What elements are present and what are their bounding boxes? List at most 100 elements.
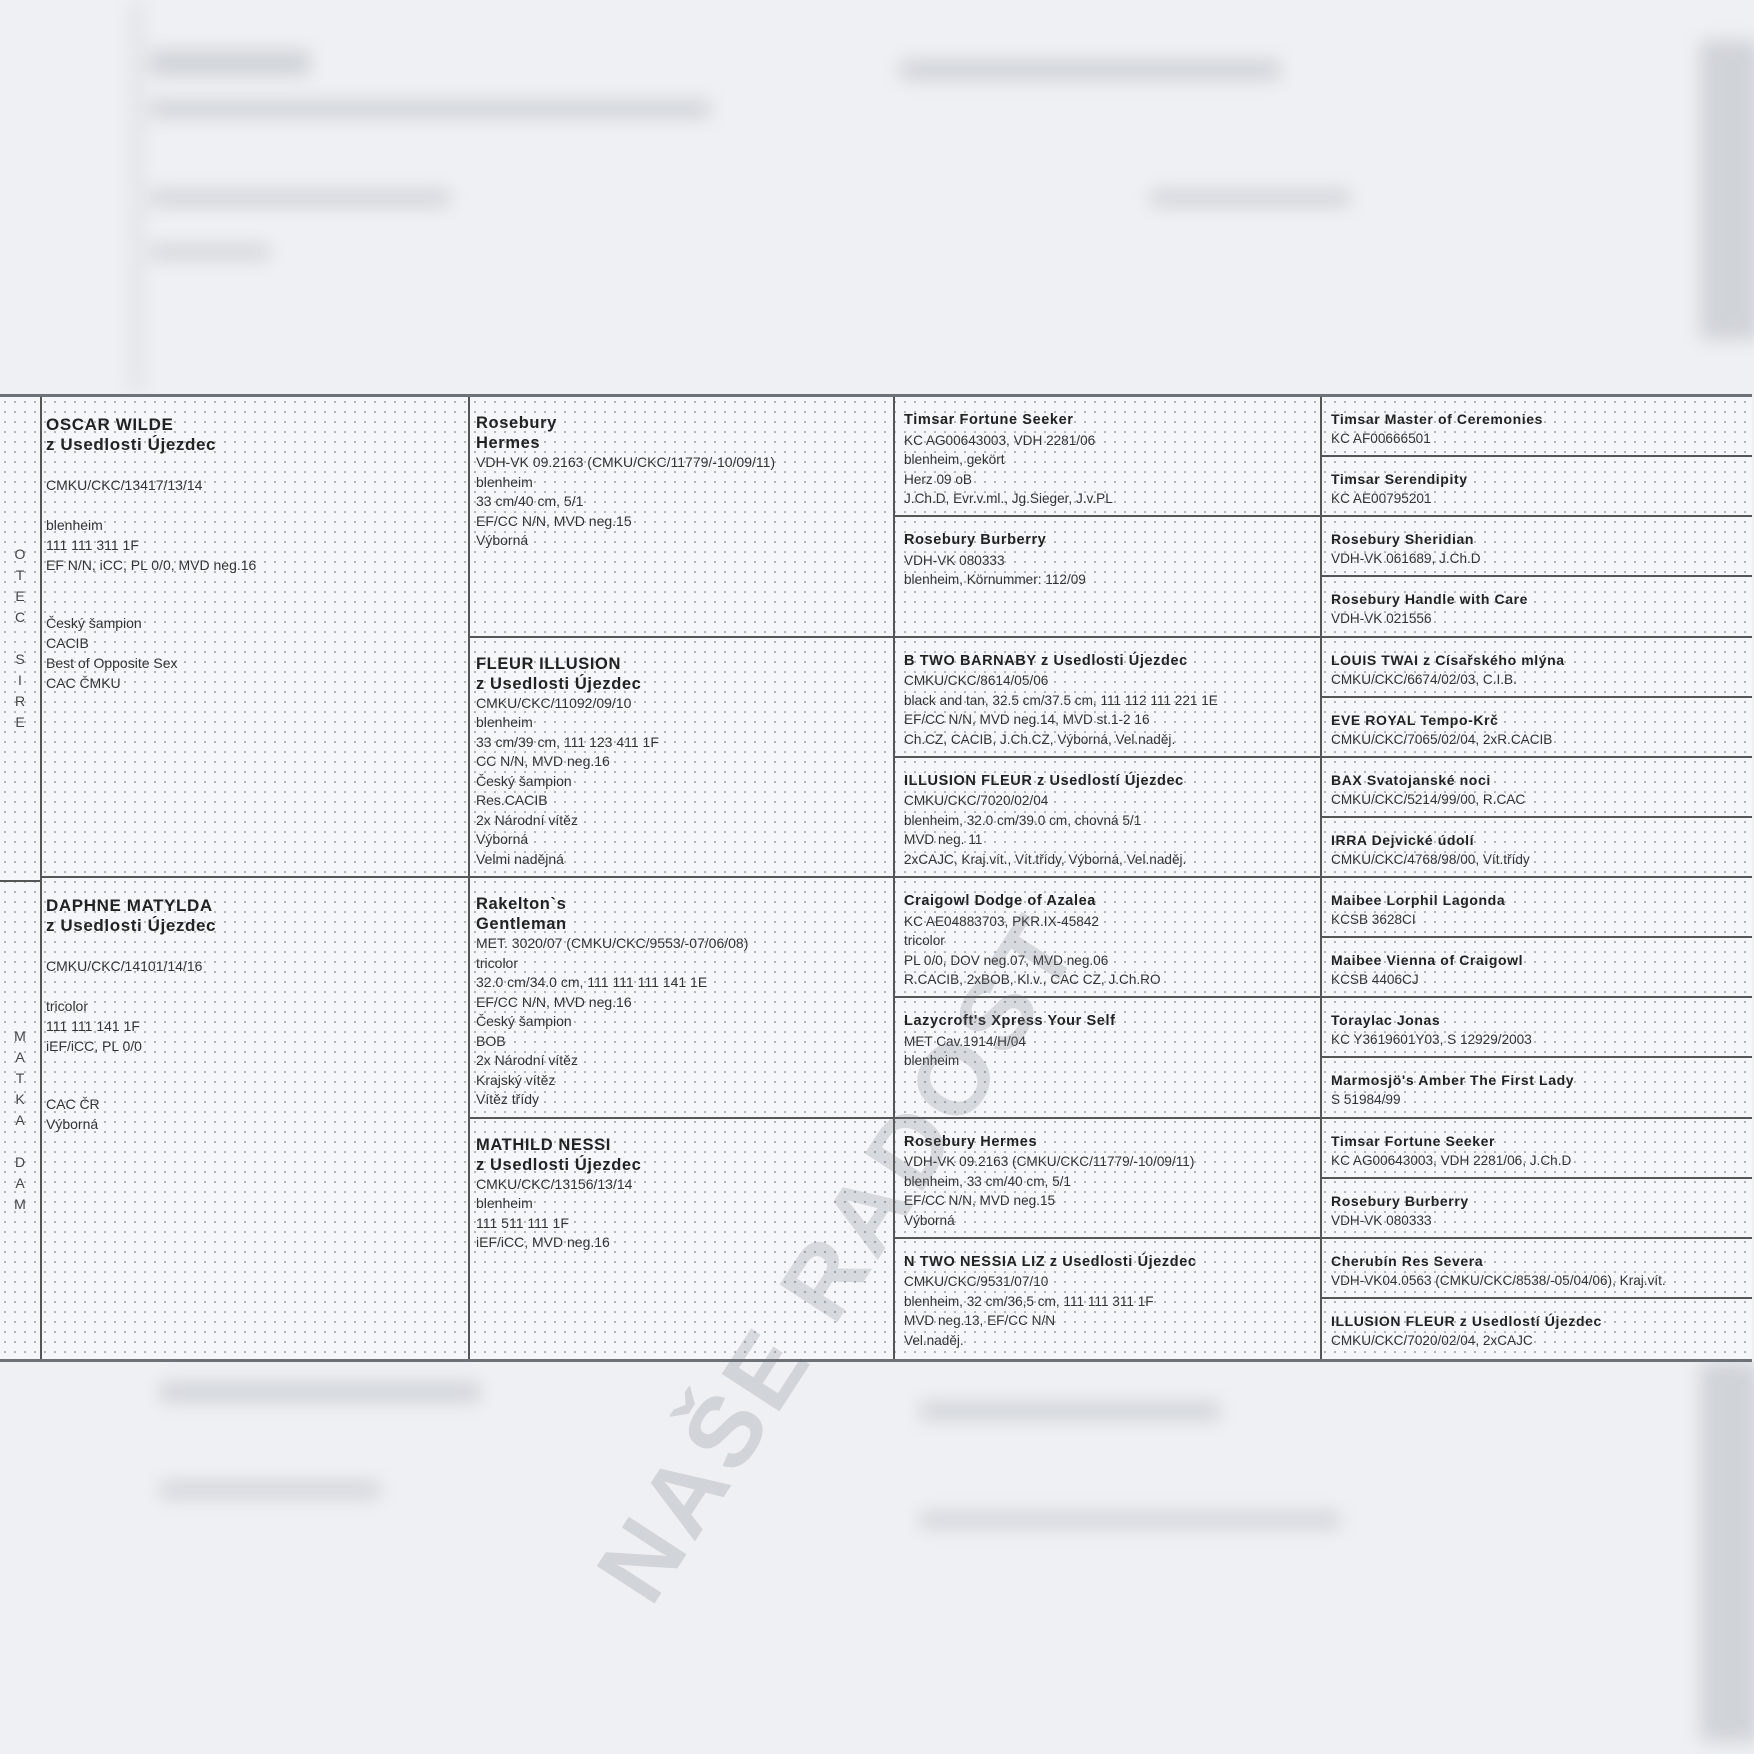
- side-letter: K: [15, 1091, 25, 1107]
- pedigree-cell-4: Timsar Serendipity KC AE00795201: [1322, 457, 1752, 518]
- dog-detail: KC AG00643003, VDH 2281/06, J.Ch.D: [1331, 1152, 1572, 1168]
- dog-detail: VDH-VK 09.2163 (CMKU/CKC/11779/-10/09/11…: [904, 1154, 1195, 1169]
- dog-detail: EF/CC N/N, MVD neg.15: [904, 1193, 1056, 1208]
- side-letter: M: [14, 1196, 26, 1212]
- pedigree-cell-4: Maibee Lorphil Lagonda KCSB 3628CI: [1322, 878, 1752, 939]
- dog-detail: R.CACIB, 2xBOB, Kl.v., CAC CZ, J.Ch.RO: [904, 972, 1161, 987]
- dog-name: Toraylac Jonas: [1331, 1012, 1441, 1029]
- dog-name: N TWO NESSIA LIZ z Usedlosti Újezdec: [904, 1253, 1197, 1270]
- pedigree-cell-3: ILLUSION FLEUR z Usedlostí Újezdec CMKU/C…: [895, 757, 1322, 878]
- dog-detail: EF/CC N/N, MVD neg.15: [476, 512, 632, 529]
- dog-name: ILLUSION FLEUR z Usedlostí Újezdec: [1331, 1312, 1602, 1329]
- dog-name: z Usedlosti Újezdec: [46, 916, 217, 935]
- pedigree-cell-4: Toraylac Jonas KC Y3619601Y03, S 12929/20…: [1322, 998, 1752, 1059]
- pedigree-cell-3: Rosebury Burberry VDH-VK 080333 blenheim, …: [895, 517, 1322, 638]
- dog-detail: VDH-VK04.0563 (CMKU/CKC/8538/-05/04/06),…: [1331, 1272, 1666, 1288]
- dog-name: OSCAR WILDE: [46, 415, 174, 434]
- side-letter: A: [15, 1175, 25, 1191]
- dog-name: z Usedlosti Újezdec: [476, 1155, 642, 1174]
- dog-name: Timsar Fortune Seeker: [1331, 1132, 1496, 1149]
- dog-detail: CMKU/CKC/8614/05/06: [904, 673, 1049, 688]
- dog-detail: 33 cm/40 cm, 5/1: [476, 493, 584, 509]
- dog-detail: 33 cm/39 cm, 111 123 411 1F: [476, 733, 659, 750]
- side-letter: C: [14, 609, 26, 625]
- dog-name: Maibee Lorphil Lagonda: [1331, 892, 1506, 908]
- pedigree-cell-4: Cherubín Res Severa VDH-VK04.0563 (CMKU/C…: [1322, 1239, 1752, 1299]
- pedigree-cell-2: Rakelton`s Gentleman MET. 3020/07 (CMKU/CK…: [470, 878, 895, 1119]
- blurred-background-top: [0, 0, 1754, 394]
- dog-detail: 2x Národní vítěz: [476, 1052, 578, 1068]
- side-letter: A: [15, 1112, 25, 1128]
- side-letter: E: [15, 714, 25, 730]
- dog-detail: blenheim: [476, 473, 533, 490]
- dog-detail: CMKU/CKC/7065/02/04, 2xR.CACIB: [1331, 731, 1553, 747]
- dog-detail: blenheim, 33 cm/40 cm, 5/1: [904, 1173, 1071, 1189]
- dog-name: Rosebury: [476, 414, 557, 432]
- dog-detail: KC AF00666501: [1331, 431, 1431, 446]
- dog-name: Rosebury Sheridian: [1331, 531, 1475, 548]
- pedigree-cell-4: Timsar Fortune Seeker KC AG00643003, VDH …: [1322, 1119, 1752, 1179]
- dog-detail: EF N/N, iCC, PL 0/0, MVD neg.16: [46, 557, 257, 573]
- dog-detail: tricolor: [904, 933, 945, 948]
- dog-name: Rosebury Burberry: [904, 532, 1047, 549]
- dog-name: Maibee Vienna of Craigowl: [1331, 952, 1524, 969]
- dog-detail: 32.0 cm/34.0 cm, 111 111 111 141 1E: [476, 974, 708, 990]
- dog-detail: CMKU/CKC/5214/99/00, R.CAC: [1331, 791, 1526, 807]
- pedigree-cell-1: OSCAR WILDE z Usedlosti Újezdec CMKU/CKC/1…: [42, 397, 470, 878]
- dog-detail: blenheim: [46, 517, 103, 533]
- dog-detail: 111 511 111 1F: [476, 1214, 569, 1231]
- dog-detail: iEF/iCC, MVD neg.16: [476, 1234, 610, 1250]
- dog-detail: CMKU/CKC/7020/02/04, 2xCAJC: [1331, 1332, 1533, 1348]
- dog-detail: MET Cav.1914/H/04: [904, 1033, 1026, 1049]
- dog-detail: Český šampion: [476, 1013, 572, 1029]
- detail-group: CMKU/CKC/13417/13/14: [46, 475, 468, 495]
- dog-name: B TWO BARNABY z Usedlosti Újezdec: [904, 652, 1188, 669]
- dog-detail: VDH-VK 080333: [1331, 1212, 1432, 1228]
- side-letter: M: [14, 1028, 26, 1044]
- dog-detail: 111 111 311 1F: [46, 537, 139, 553]
- dog-detail: blenheim, 32 cm/36,5 cm, 111 111 311 1F: [904, 1293, 1154, 1309]
- pedigree-cell-4: Marmosjö's Amber The First Lady S 51984/9…: [1322, 1058, 1752, 1119]
- dog-detail: Ch.CZ, CACIB, J.Ch.CZ, Výborná, Vel.nadě…: [904, 731, 1176, 747]
- pedigree-cell-1: DAPHNE MATYLDA z Usedlosti Újezdec CMKU/CK…: [42, 878, 470, 1359]
- dog-detail: MVD neg. 11: [904, 832, 983, 848]
- side-letter: E: [15, 588, 25, 604]
- dog-detail: Český šampion: [476, 772, 572, 789]
- side-letter: T: [15, 567, 25, 583]
- dog-detail: Výborná: [476, 532, 529, 548]
- pedigree-cell-4: IRRA Dejvické údolí CMKU/CKC/4768/98/00, …: [1322, 818, 1752, 878]
- dog-detail: Velmi nadějná: [476, 850, 564, 867]
- dog-detail: VDH-VK 080333: [904, 552, 1005, 568]
- dog-detail: CMKU/CKC/14101/14/16: [46, 958, 203, 974]
- dog-detail: CMKU/CKC/11092/09/10: [476, 694, 632, 711]
- dog-detail: blenheim, gekört: [904, 452, 1005, 467]
- dog-name: IRRA Dejvické údolí: [1331, 831, 1475, 848]
- dog-name: Rosebury Hermes: [904, 1133, 1038, 1150]
- detail-group: CAC ČR Výborná: [46, 1094, 468, 1134]
- dog-detail: blenheim: [904, 1053, 960, 1069]
- dog-detail: EF/CC N/N, MVD neg.16: [476, 993, 632, 1010]
- dog-detail: blenheim: [476, 1195, 533, 1211]
- dog-detail: black and tan, 32.5 cm/37.5 cm, 111 112 …: [904, 692, 1218, 708]
- pedigree-cell-3: Craigowl Dodge of Azalea KC AE04883703, P…: [895, 878, 1322, 999]
- dog-detail: KC AE04883703, PKR.IX-45842: [904, 913, 1099, 929]
- pedigree-cell-4: Rosebury Sheridian VDH-VK 061689, J.Ch.D: [1322, 517, 1752, 578]
- dog-detail: CACIB: [46, 635, 89, 651]
- dog-name: Gentleman: [476, 915, 567, 933]
- dog-name: Timsar Serendipity: [1331, 471, 1468, 488]
- dog-detail: Res.CACIB: [476, 792, 548, 808]
- pedigree-cell-4: Timsar Master of Ceremonies KC AF00666501: [1322, 397, 1752, 458]
- dog-detail: CMKU/CKC/4768/98/00, Vít.třídy: [1331, 851, 1530, 867]
- dog-detail: blenheim: [476, 714, 533, 730]
- dog-name: z Usedlosti Újezdec: [476, 674, 642, 693]
- dog-name: LOUIS TWAI z Císařského mlýna: [1331, 651, 1565, 668]
- dog-detail: Herz 09 oB: [904, 471, 973, 487]
- pedigree-cell-4: EVE ROYAL Tempo-Krč CMKU/CKC/7065/02/04, …: [1322, 698, 1752, 758]
- pedigree-cell-2: Rosebury Hermes VDH-VK 09.2163 (CMKU/CKC/1…: [470, 397, 895, 638]
- side-letter: D: [14, 1154, 26, 1170]
- dog-name: Timsar Master of Ceremonies: [1331, 411, 1544, 427]
- dog-detail: blenheim, 32.0 cm/39.0 cm, chovná 5/1: [904, 812, 1142, 828]
- dog-detail: 2x Národní vítěz: [476, 811, 578, 828]
